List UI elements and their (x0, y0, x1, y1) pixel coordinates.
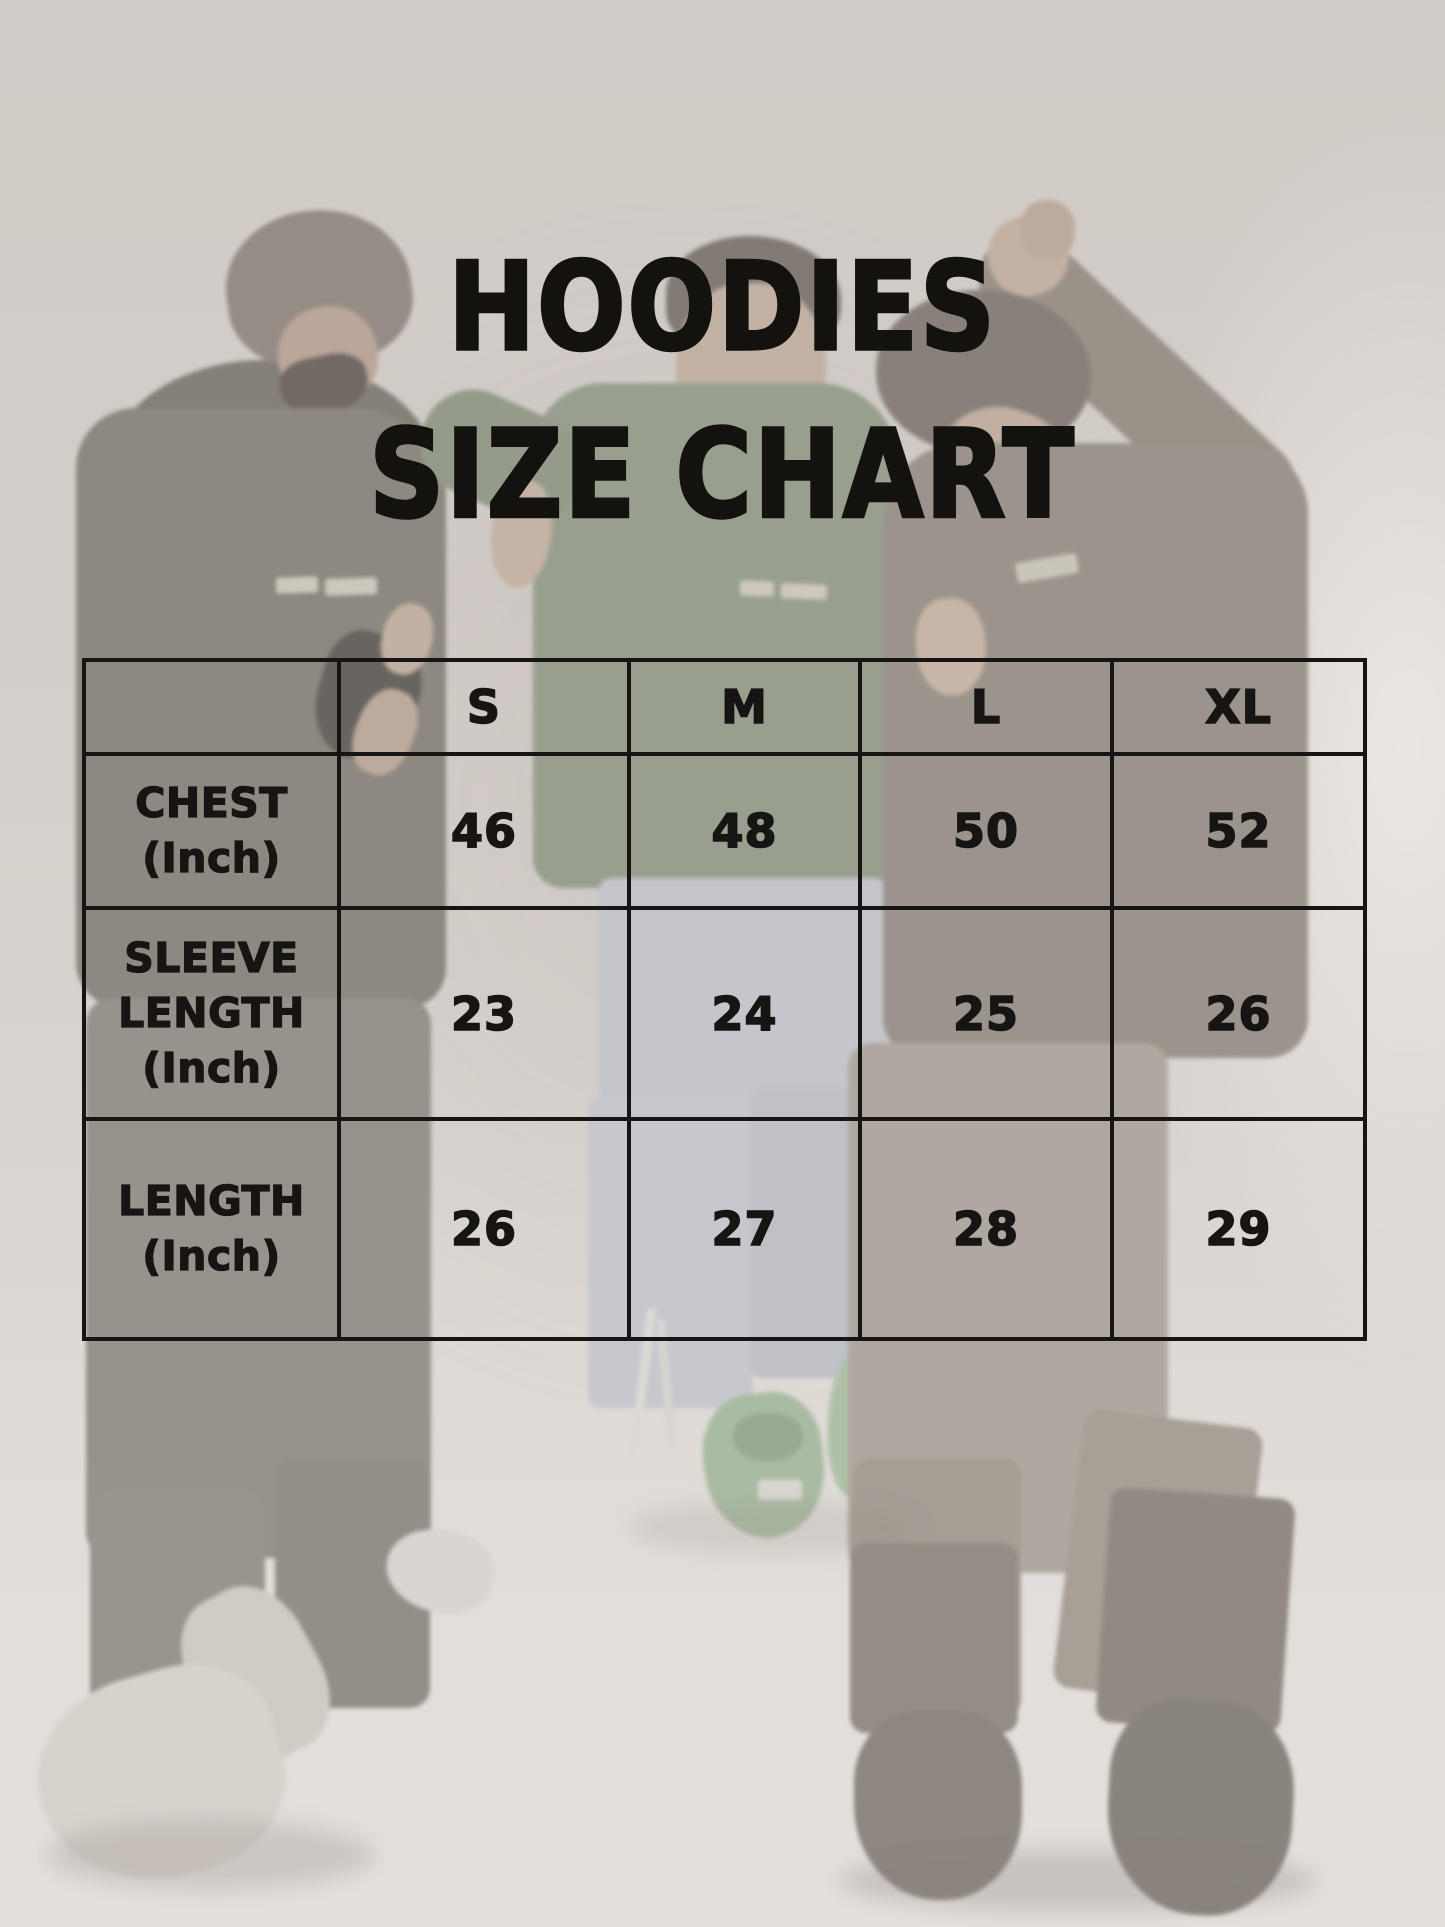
cell-sleeve-l: 25 (858, 906, 1114, 1121)
cell-chest-l: 50 (858, 752, 1114, 910)
row-label-length: LENGTH (Inch) (82, 1117, 341, 1341)
column-header-xl: XL (1110, 658, 1367, 756)
corner-cell (82, 658, 341, 756)
table-row-length: LENGTH (Inch) 26 27 28 29 (82, 1117, 1367, 1341)
title-line-2: SIZE CHART (368, 401, 1076, 547)
page-title: HOODIES SIZE CHART (0, 224, 1445, 559)
row-label-line: CHEST (135, 778, 288, 827)
cell-length-l: 28 (858, 1117, 1114, 1341)
person-middle-sneaker-tag (758, 1480, 802, 1500)
row-label-line: (Inch) (142, 1231, 281, 1280)
cell-chest-s: 46 (337, 752, 631, 910)
column-header-l: L (858, 658, 1114, 756)
row-label-sleeve-length: SLEEVE LENGTH (Inch) (82, 906, 341, 1121)
column-header-s: S (337, 658, 631, 756)
cell-length-s: 26 (337, 1117, 631, 1341)
row-label-line: (Inch) (142, 1043, 281, 1092)
cell-sleeve-xl: 26 (1110, 906, 1367, 1121)
table-row-sleeve-length: SLEEVE LENGTH (Inch) 23 24 25 26 (82, 906, 1367, 1121)
row-label-line: (Inch) (142, 833, 281, 882)
floor-shadow-middle (628, 1500, 918, 1555)
floor-shadow-left (46, 1820, 376, 1890)
row-label-line: LENGTH (118, 988, 305, 1037)
row-label-chest: CHEST (Inch) (82, 752, 341, 910)
cell-chest-xl: 52 (1110, 752, 1367, 910)
person-middle-sneaker-laces (733, 1413, 803, 1461)
title-line-1: HOODIES (447, 234, 997, 380)
cell-length-m: 27 (627, 1117, 862, 1341)
row-label-line: LENGTH (118, 1176, 305, 1225)
person-right-cuff (850, 1543, 1018, 1733)
row-label-line: SLEEVE (124, 933, 299, 982)
cell-sleeve-s: 23 (337, 906, 631, 1121)
person-right-fingers (1020, 200, 1075, 260)
header-row: S M L XL (82, 658, 1367, 756)
column-header-m: M (627, 658, 862, 756)
floor-shadow-right (838, 1850, 1318, 1912)
cell-chest-m: 48 (627, 752, 862, 910)
cell-sleeve-m: 24 (627, 906, 862, 1121)
table-row-chest: CHEST (Inch) 46 48 50 52 (82, 752, 1367, 910)
size-chart-table: S M L XL CHEST (Inch) 46 48 50 52 SLEEVE… (82, 658, 1367, 1341)
cell-length-xl: 29 (1110, 1117, 1367, 1341)
